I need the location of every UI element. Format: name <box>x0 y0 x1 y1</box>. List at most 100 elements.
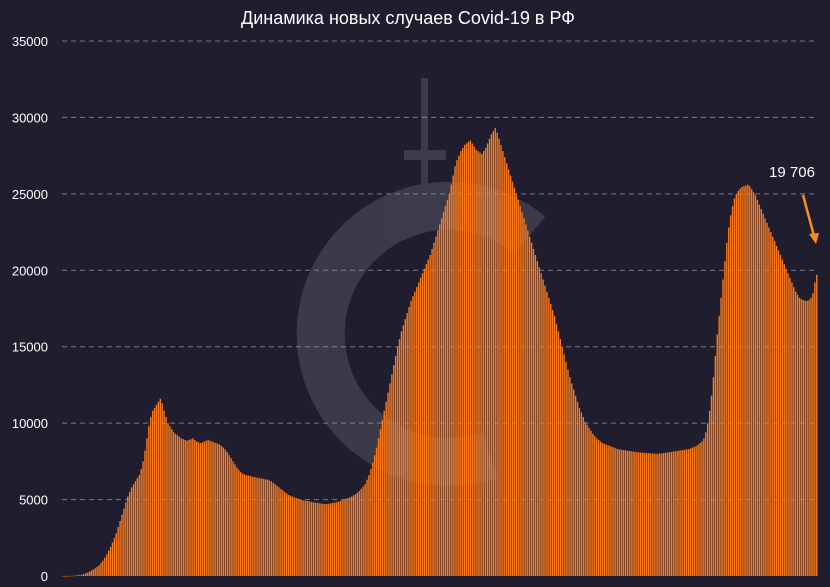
bar <box>626 450 628 576</box>
bar <box>408 306 410 576</box>
bar <box>239 472 242 576</box>
bar <box>471 143 473 576</box>
bar <box>502 151 504 576</box>
bar <box>180 438 183 576</box>
bar <box>270 481 272 576</box>
bar <box>285 493 288 576</box>
y-tick-label: 20000 <box>12 263 48 278</box>
bar <box>678 450 680 576</box>
bar <box>71 575 73 577</box>
bar <box>670 451 673 576</box>
bar <box>540 273 542 576</box>
bar <box>515 193 517 577</box>
bar <box>148 426 150 576</box>
bar <box>201 442 204 576</box>
bar <box>810 297 812 576</box>
bar <box>605 444 607 576</box>
bar <box>789 277 791 576</box>
bar <box>672 451 674 576</box>
bar <box>232 461 234 576</box>
bar <box>253 476 255 576</box>
bar <box>689 448 692 576</box>
bar <box>751 189 753 576</box>
bar <box>724 261 726 576</box>
bar <box>567 369 569 576</box>
bar <box>123 508 125 576</box>
bar <box>498 138 500 576</box>
bar <box>565 362 567 576</box>
bar <box>301 499 303 576</box>
bar <box>88 571 91 576</box>
bar <box>429 255 431 576</box>
bar <box>257 477 259 576</box>
bar <box>507 169 510 576</box>
bar <box>195 441 198 576</box>
bar <box>806 300 808 576</box>
bar <box>574 395 577 576</box>
bar <box>379 429 382 576</box>
bar <box>272 482 274 576</box>
bar <box>182 439 184 576</box>
bar <box>314 502 317 576</box>
bar <box>406 313 408 576</box>
bar <box>530 242 533 576</box>
bar <box>450 184 452 576</box>
bar <box>743 186 745 576</box>
bar <box>706 423 709 576</box>
bar <box>705 432 707 576</box>
bar <box>127 496 129 576</box>
bar <box>551 310 554 576</box>
bar <box>142 461 144 576</box>
bar <box>337 501 339 576</box>
bar <box>653 453 655 576</box>
bar <box>339 501 341 576</box>
y-tick-label: 35000 <box>12 34 48 49</box>
bar <box>559 339 561 576</box>
bar <box>804 300 806 576</box>
bar <box>370 469 372 576</box>
bar <box>668 452 671 576</box>
bar <box>383 410 385 576</box>
bar <box>213 442 215 576</box>
bar <box>144 450 146 576</box>
bar <box>703 438 705 576</box>
bar <box>708 410 711 576</box>
bar <box>435 236 437 576</box>
bar <box>546 291 548 576</box>
bar <box>427 259 429 576</box>
bar <box>521 212 523 576</box>
bar <box>130 487 133 576</box>
bar <box>211 441 213 576</box>
bar <box>731 206 734 576</box>
bar <box>534 255 537 576</box>
bar <box>657 453 659 576</box>
bar <box>146 438 148 576</box>
bar <box>329 503 332 576</box>
bar <box>659 453 661 576</box>
bar <box>151 410 154 576</box>
bar <box>150 417 152 576</box>
y-tick-label: 25000 <box>12 187 48 202</box>
bar <box>561 346 563 576</box>
bar <box>249 475 251 576</box>
bar <box>396 346 399 576</box>
bar <box>693 446 695 576</box>
bar <box>362 486 364 576</box>
bar <box>398 339 401 576</box>
bar <box>136 478 139 576</box>
bar <box>588 427 590 576</box>
bar <box>710 395 713 576</box>
bar <box>347 498 349 576</box>
bar <box>773 241 776 577</box>
bar <box>368 475 370 576</box>
bar <box>511 181 514 576</box>
bar <box>467 141 470 576</box>
bar <box>555 323 558 576</box>
bar <box>456 160 458 577</box>
y-tick-label: 30000 <box>12 110 48 125</box>
bar <box>291 496 294 576</box>
bar <box>469 140 472 577</box>
bar <box>113 537 116 576</box>
bar <box>377 438 380 576</box>
bar <box>446 199 449 576</box>
